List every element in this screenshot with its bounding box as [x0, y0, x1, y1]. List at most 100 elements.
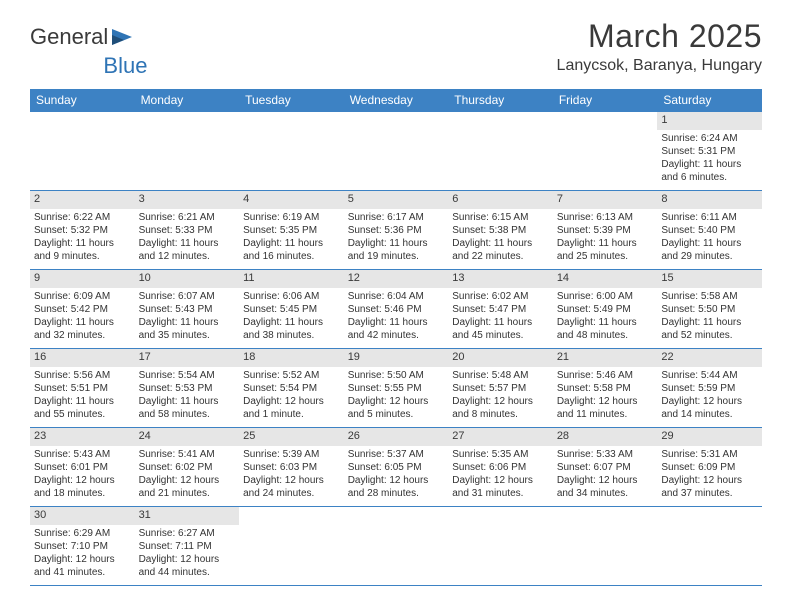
daylight-text: Daylight: 11 hours and 16 minutes. [243, 237, 340, 263]
sunrise-text: Sunrise: 5:39 AM [243, 448, 340, 461]
daylight-text: Daylight: 11 hours and 29 minutes. [661, 237, 758, 263]
week-detail-row: Sunrise: 6:29 AMSunset: 7:10 PMDaylight:… [30, 525, 762, 586]
day-number-cell: 18 [239, 349, 344, 368]
day-detail-cell: Sunrise: 6:19 AMSunset: 5:35 PMDaylight:… [239, 209, 344, 270]
col-wednesday: Wednesday [344, 89, 449, 112]
sunrise-text: Sunrise: 6:19 AM [243, 211, 340, 224]
sunset-text: Sunset: 5:43 PM [139, 303, 236, 316]
day-header-row: Sunday Monday Tuesday Wednesday Thursday… [30, 89, 762, 112]
sunset-text: Sunset: 5:59 PM [661, 382, 758, 395]
title-block: March 2025 Lanycsok, Baranya, Hungary [557, 18, 762, 75]
sunset-text: Sunset: 5:36 PM [348, 224, 445, 237]
day-number-cell: 24 [135, 428, 240, 447]
day-number-cell [553, 507, 658, 526]
day-number: 21 [557, 351, 569, 363]
week-daynum-row: 30 31 [30, 507, 762, 526]
day-number-cell: 11 [239, 270, 344, 289]
day-number-cell: 3 [135, 191, 240, 210]
daylight-text: Daylight: 11 hours and 38 minutes. [243, 316, 340, 342]
sunrise-text: Sunrise: 5:31 AM [661, 448, 758, 461]
day-detail-cell [657, 525, 762, 586]
day-detail-cell: Sunrise: 6:00 AMSunset: 5:49 PMDaylight:… [553, 288, 658, 349]
day-detail-cell: Sunrise: 6:09 AMSunset: 5:42 PMDaylight:… [30, 288, 135, 349]
week-daynum-row: 9101112131415 [30, 270, 762, 289]
daylight-text: Daylight: 11 hours and 55 minutes. [34, 395, 131, 421]
day-detail-cell: Sunrise: 5:44 AMSunset: 5:59 PMDaylight:… [657, 367, 762, 428]
day-detail-cell: Sunrise: 6:15 AMSunset: 5:38 PMDaylight:… [448, 209, 553, 270]
daylight-text: Daylight: 11 hours and 19 minutes. [348, 237, 445, 263]
day-number: 20 [452, 351, 464, 363]
day-number-cell: 30 [30, 507, 135, 526]
day-detail-cell: Sunrise: 5:35 AMSunset: 6:06 PMDaylight:… [448, 446, 553, 507]
brand-word-1: General [30, 24, 108, 50]
sunrise-text: Sunrise: 5:44 AM [661, 369, 758, 382]
sunrise-text: Sunrise: 5:37 AM [348, 448, 445, 461]
day-number: 15 [661, 272, 673, 284]
calendar-page: General March 2025 Lanycsok, Baranya, Hu… [0, 0, 792, 612]
day-number: 4 [243, 193, 249, 205]
day-number: 1 [661, 114, 667, 126]
day-number: 18 [243, 351, 255, 363]
day-detail-cell [30, 130, 135, 191]
sunset-text: Sunset: 5:40 PM [661, 224, 758, 237]
day-detail-cell: Sunrise: 5:41 AMSunset: 6:02 PMDaylight:… [135, 446, 240, 507]
sunset-text: Sunset: 5:45 PM [243, 303, 340, 316]
daylight-text: Daylight: 11 hours and 48 minutes. [557, 316, 654, 342]
day-detail-cell: Sunrise: 6:27 AMSunset: 7:11 PMDaylight:… [135, 525, 240, 586]
sunset-text: Sunset: 5:57 PM [452, 382, 549, 395]
sunset-text: Sunset: 7:10 PM [34, 540, 131, 553]
week-detail-row: Sunrise: 5:56 AMSunset: 5:51 PMDaylight:… [30, 367, 762, 428]
day-number-cell: 21 [553, 349, 658, 368]
day-number: 13 [452, 272, 464, 284]
daylight-text: Daylight: 12 hours and 11 minutes. [557, 395, 654, 421]
day-detail-cell: Sunrise: 6:04 AMSunset: 5:46 PMDaylight:… [344, 288, 449, 349]
day-number: 5 [348, 193, 354, 205]
day-detail-cell: Sunrise: 5:48 AMSunset: 5:57 PMDaylight:… [448, 367, 553, 428]
daylight-text: Daylight: 11 hours and 32 minutes. [34, 316, 131, 342]
day-number: 31 [139, 509, 151, 521]
daylight-text: Daylight: 12 hours and 41 minutes. [34, 553, 131, 579]
day-detail-cell: Sunrise: 6:22 AMSunset: 5:32 PMDaylight:… [30, 209, 135, 270]
sunset-text: Sunset: 5:53 PM [139, 382, 236, 395]
sunset-text: Sunset: 5:47 PM [452, 303, 549, 316]
day-detail-cell: Sunrise: 5:33 AMSunset: 6:07 PMDaylight:… [553, 446, 658, 507]
day-number: 30 [34, 509, 46, 521]
day-detail-cell [135, 130, 240, 191]
day-detail-cell: Sunrise: 6:17 AMSunset: 5:36 PMDaylight:… [344, 209, 449, 270]
day-detail-cell: Sunrise: 5:46 AMSunset: 5:58 PMDaylight:… [553, 367, 658, 428]
day-number-cell: 27 [448, 428, 553, 447]
sunrise-text: Sunrise: 5:43 AM [34, 448, 131, 461]
sunset-text: Sunset: 5:32 PM [34, 224, 131, 237]
day-number: 9 [34, 272, 40, 284]
day-detail-cell: Sunrise: 6:13 AMSunset: 5:39 PMDaylight:… [553, 209, 658, 270]
day-number: 12 [348, 272, 360, 284]
col-sunday: Sunday [30, 89, 135, 112]
day-detail-cell: Sunrise: 5:39 AMSunset: 6:03 PMDaylight:… [239, 446, 344, 507]
day-detail-cell: Sunrise: 6:11 AMSunset: 5:40 PMDaylight:… [657, 209, 762, 270]
day-number-cell: 31 [135, 507, 240, 526]
sunset-text: Sunset: 5:51 PM [34, 382, 131, 395]
day-number-cell: 8 [657, 191, 762, 210]
sunrise-text: Sunrise: 5:54 AM [139, 369, 236, 382]
day-detail-cell [344, 130, 449, 191]
day-detail-cell: Sunrise: 5:37 AMSunset: 6:05 PMDaylight:… [344, 446, 449, 507]
day-number-cell: 4 [239, 191, 344, 210]
day-number-cell: 23 [30, 428, 135, 447]
sunset-text: Sunset: 6:07 PM [557, 461, 654, 474]
day-detail-cell: Sunrise: 5:56 AMSunset: 5:51 PMDaylight:… [30, 367, 135, 428]
sunrise-text: Sunrise: 6:04 AM [348, 290, 445, 303]
sunrise-text: Sunrise: 6:13 AM [557, 211, 654, 224]
day-number-cell: 10 [135, 270, 240, 289]
day-number: 11 [243, 272, 254, 284]
sunrise-text: Sunrise: 6:24 AM [661, 132, 758, 145]
sunrise-text: Sunrise: 5:35 AM [452, 448, 549, 461]
day-number-cell: 12 [344, 270, 449, 289]
sunrise-text: Sunrise: 6:21 AM [139, 211, 236, 224]
day-number-cell [30, 112, 135, 131]
day-number: 25 [243, 430, 255, 442]
sunrise-text: Sunrise: 5:58 AM [661, 290, 758, 303]
week-detail-row: Sunrise: 5:43 AMSunset: 6:01 PMDaylight:… [30, 446, 762, 507]
month-title: March 2025 [557, 18, 762, 55]
day-number-cell: 20 [448, 349, 553, 368]
sunset-text: Sunset: 5:55 PM [348, 382, 445, 395]
